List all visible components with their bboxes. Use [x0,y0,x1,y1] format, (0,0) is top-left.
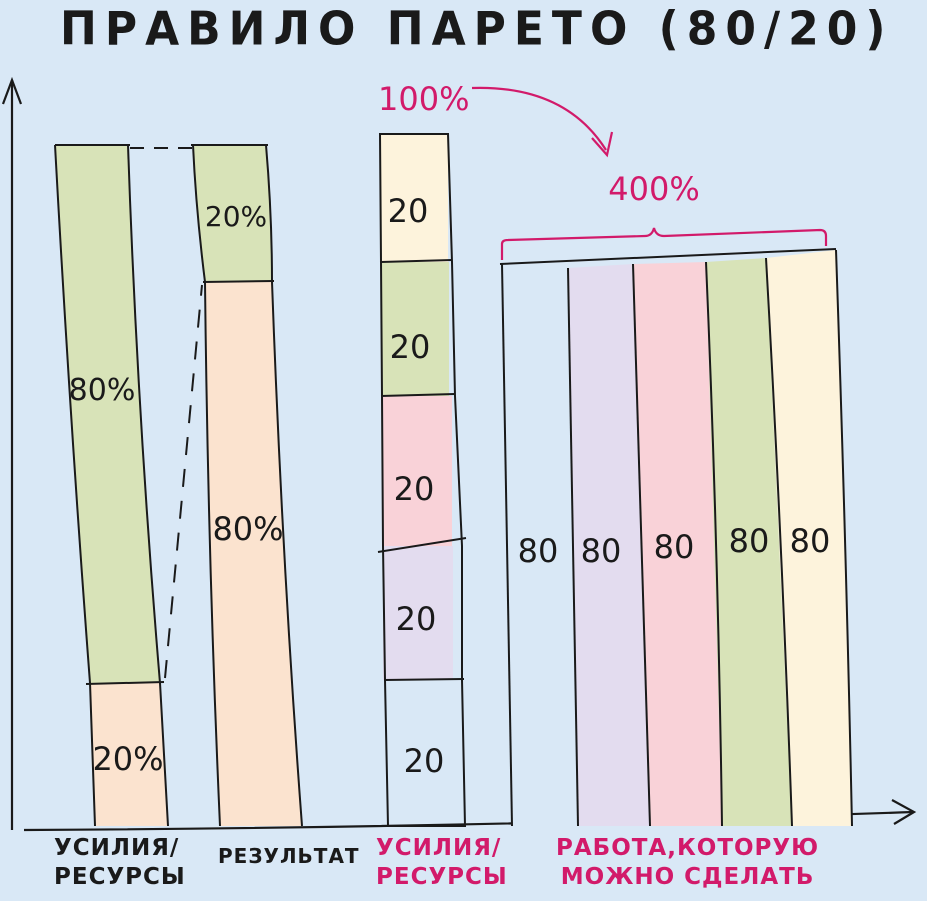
effort-bar: 80% 20% [54,144,169,827]
result-axis-label: РЕЗУЛЬТАТ [218,844,360,868]
work-column-label-1: 80 [518,532,559,570]
result-bar-top-segment [193,145,272,282]
work-column-1 [502,265,578,826]
effort-bar-bottom-segment [90,683,168,826]
work-column-label-5: 80 [790,522,831,560]
work-column-2 [568,264,650,826]
effort2-axis-label: УСИЛИЯ/ РЕСУРСЫ [376,834,508,892]
stack-label-5: 20 [404,742,445,780]
stack-label-4: 20 [396,600,437,638]
work-axis-label-line2: МОЖНО СДЕЛАТЬ [560,863,815,890]
stack-segment-2 [381,262,449,396]
split-connector-dashed [164,284,203,679]
effort-axis-label-line2: РЕСУРСЫ [54,863,186,890]
stack-total-label: 100% [378,80,469,118]
stack-label-1: 20 [388,192,429,230]
stack-label-2: 20 [390,328,431,366]
work-axis-label: РАБОТА,КОТОРУЮ МОЖНО СДЕЛАТЬ [556,834,819,892]
increase-arrow [471,86,607,151]
diagram-title: ПРАВИЛО ПАРЕТО (80/20) [60,2,894,57]
work-axis-label-line1: РАБОТА,КОТОРУЮ [556,835,820,861]
effort-bar-bottom-label: 20% [92,740,163,778]
work-brace [500,227,828,260]
work-columns: 80 80 80 80 80 [499,248,853,827]
result-bar-bottom-label: 80% [212,510,283,548]
result-bar-bottom-segment [205,282,302,826]
result-bar-divider [202,280,275,283]
stack-label-3: 20 [394,470,435,508]
y-axis-arrow-icon [1,76,23,105]
stack-segment-3 [382,396,452,546]
result-bar: 20% 80% [191,144,303,827]
work-column-3 [633,262,722,826]
work-column-label-4: 80 [729,522,770,560]
increase-arrow-head-icon [591,131,614,158]
work-column-label-2: 80 [581,532,622,570]
work-column-4 [706,258,792,826]
stack-segment-1 [380,134,448,262]
effort2-axis-label-line2: РЕСУРСЫ [376,863,508,890]
effort-bar-divider [85,681,165,685]
effort2-axis-label-line1: УСИЛИЯ/ [376,835,502,861]
increase-label: 400% [608,170,699,208]
effort-bar-top-segment [55,145,160,683]
effort-bar-top-label: 80% [69,373,136,408]
work-column-label-3: 80 [654,528,695,566]
stack-bar: 20 20 20 20 20 [377,133,467,827]
effort-axis-label-line1: УСИЛИЯ/ [54,835,180,861]
effort-axis-label: УСИЛИЯ/ РЕСУРСЫ [54,834,186,892]
result-bar-top-label: 20% [205,200,267,233]
stack-segment-4 [383,546,453,680]
x-axis-arrow-icon [891,799,917,825]
